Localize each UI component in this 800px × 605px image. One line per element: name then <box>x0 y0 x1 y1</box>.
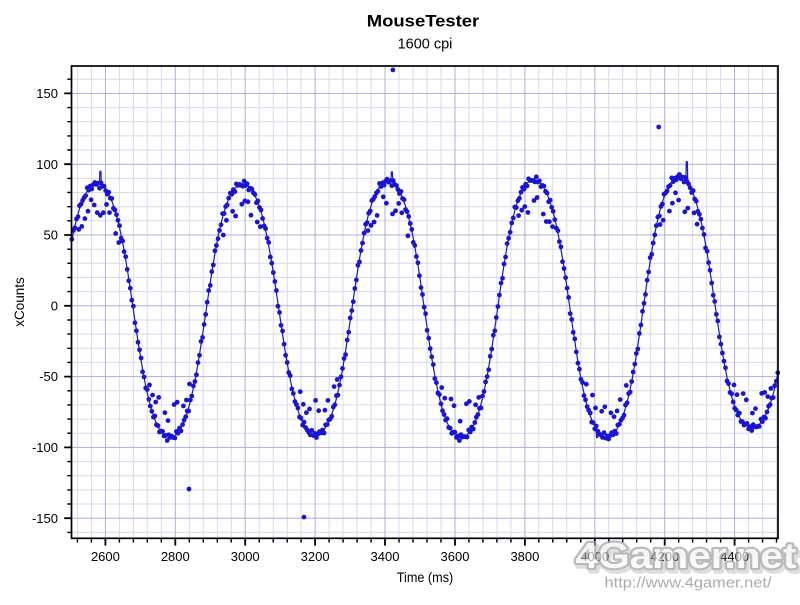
svg-text:3400: 3400 <box>371 549 400 564</box>
svg-text:4400: 4400 <box>720 549 749 564</box>
svg-text:http://www.4gamer.net/: http://www.4gamer.net/ <box>605 575 773 592</box>
svg-text:3000: 3000 <box>231 549 260 564</box>
svg-text:1600 cpi: 1600 cpi <box>398 37 453 53</box>
svg-text:-150: -150 <box>32 511 58 526</box>
svg-text:3600: 3600 <box>441 549 470 564</box>
svg-text:2800: 2800 <box>161 549 190 564</box>
svg-text:4Gamer.net: 4Gamer.net <box>578 538 799 579</box>
svg-text:150: 150 <box>36 86 58 101</box>
svg-text:MouseTester: MouseTester <box>367 13 480 31</box>
svg-text:xCounts: xCounts <box>12 277 27 327</box>
svg-text:-100: -100 <box>32 440 58 455</box>
svg-text:100: 100 <box>36 157 58 172</box>
svg-text:3200: 3200 <box>301 549 330 564</box>
svg-text:-50: -50 <box>39 369 58 384</box>
svg-text:3800: 3800 <box>510 549 539 564</box>
svg-text:2600: 2600 <box>91 549 120 564</box>
svg-text:4000: 4000 <box>580 549 609 564</box>
svg-text:4Gamer.net: 4Gamer.net <box>576 535 797 576</box>
svg-text:50: 50 <box>44 228 58 243</box>
svg-text:4200: 4200 <box>650 549 679 564</box>
svg-text:Time (ms): Time (ms) <box>397 570 454 585</box>
svg-text:0: 0 <box>51 298 58 313</box>
